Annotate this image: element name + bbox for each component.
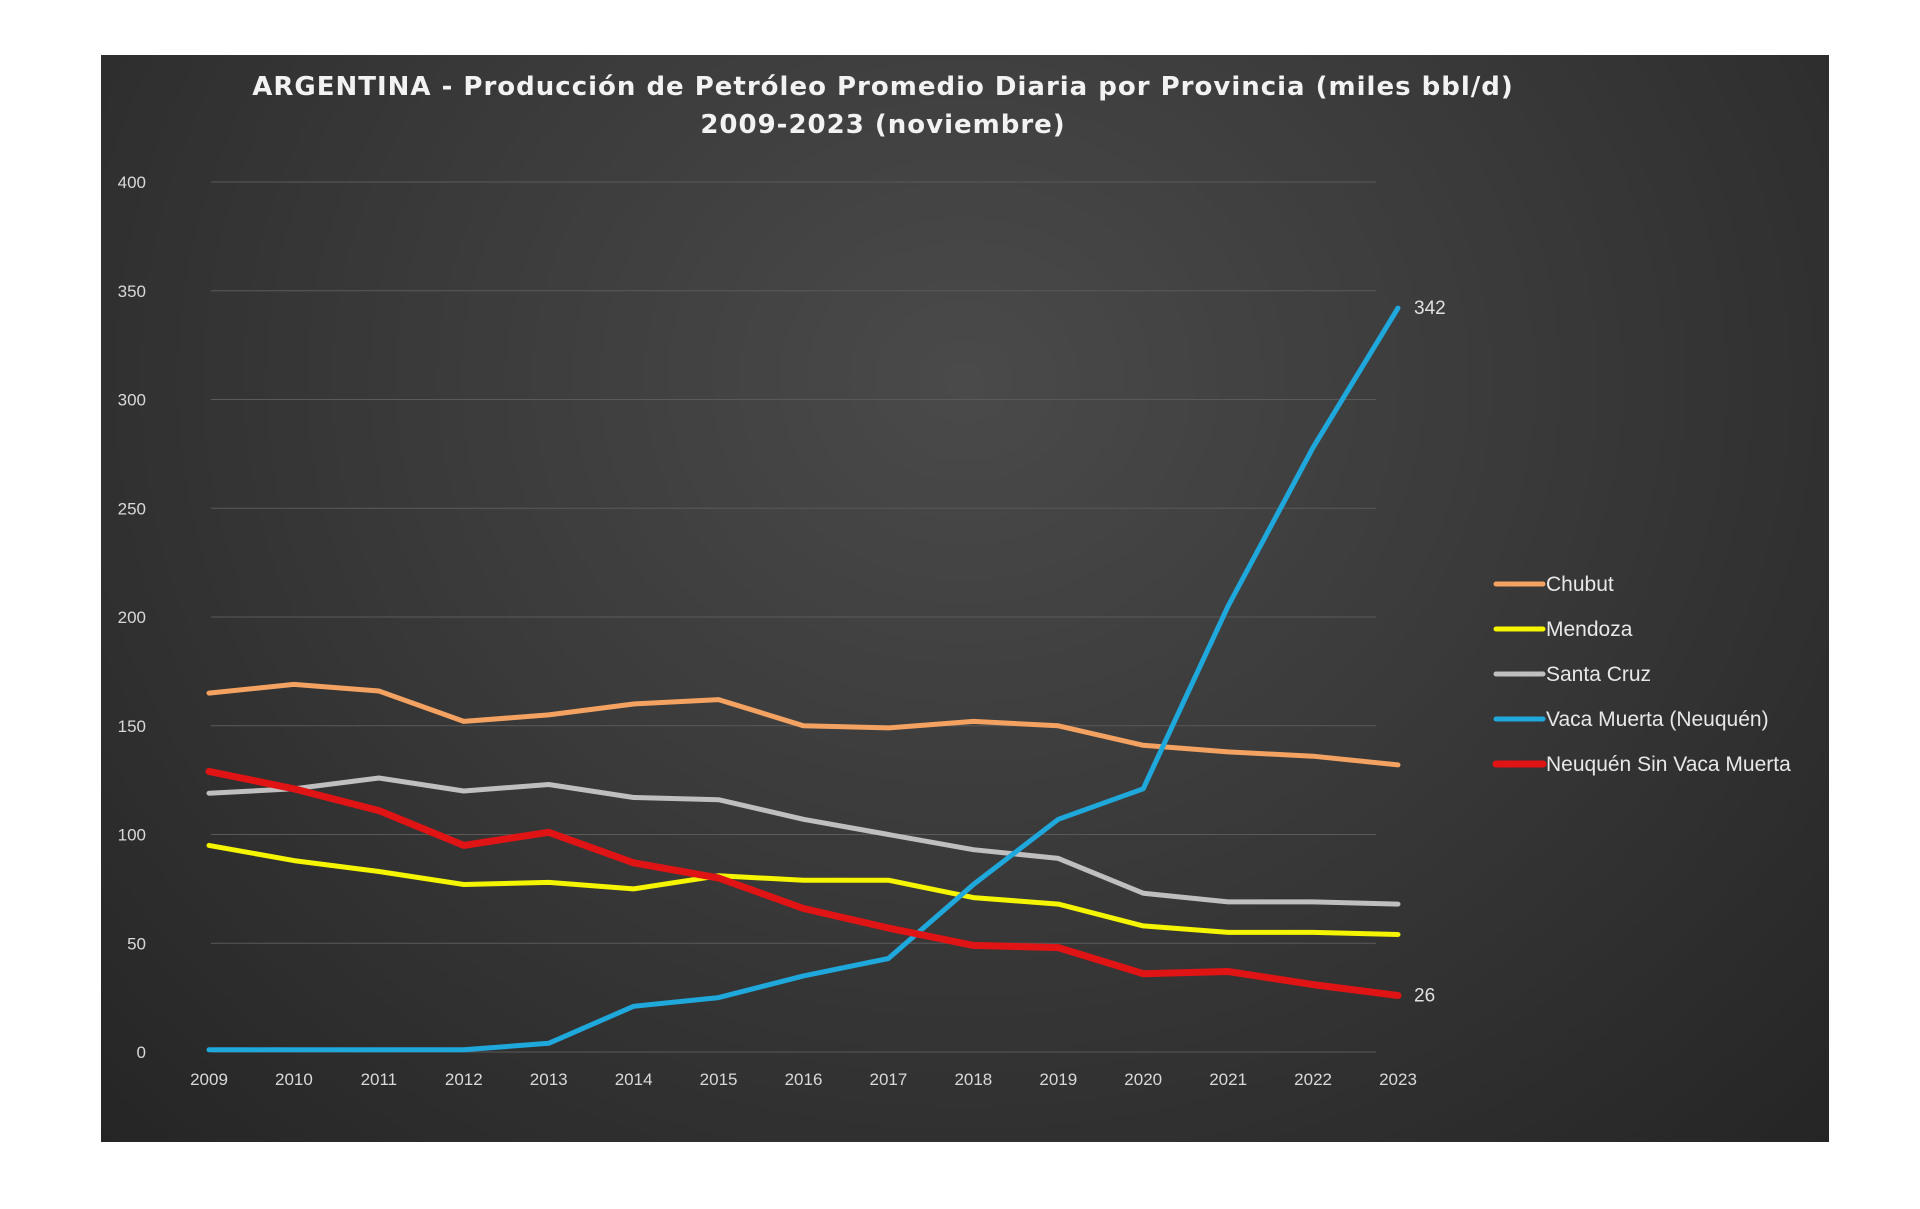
- x-tick-label: 2013: [530, 1070, 568, 1089]
- series-line-mendoza: [206, 842, 1401, 937]
- x-tick-label: 2023: [1379, 1070, 1417, 1089]
- legend-label: Neuquén Sin Vaca Muerta: [1546, 753, 1791, 776]
- legend-label: Vaca Muerta (Neuquén): [1546, 708, 1769, 731]
- data-label: 26: [1414, 985, 1435, 1006]
- series-line-neuqu-n-sin-vaca-muerta: [205, 767, 1402, 999]
- legend-label: Mendoza: [1546, 618, 1633, 641]
- y-tick-label: 100: [118, 826, 146, 845]
- legend-label: Santa Cruz: [1546, 663, 1651, 686]
- chart-subtitle: 2009-2023 (noviembre): [700, 110, 1065, 140]
- legend: Chubut Mendoza Santa Cruz Vaca Muerta (Neuq…: [1492, 573, 1791, 776]
- x-tick-label: 2009: [190, 1070, 228, 1089]
- x-tick-label: 2015: [700, 1070, 738, 1089]
- chart-title: ARGENTINA - Producción de Petróleo Prome…: [252, 72, 1514, 102]
- x-tick-label: 2017: [870, 1070, 908, 1089]
- line-chart: ARGENTINA - Producción de Petróleo Prome…: [118, 72, 1791, 1089]
- x-tick-label: 2018: [954, 1070, 992, 1089]
- data-labels: 342 26: [1414, 298, 1446, 1006]
- series-line-santa-cruz: [206, 775, 1401, 907]
- grid-layer: [211, 181, 1376, 1053]
- x-tick-label: 2010: [275, 1070, 313, 1089]
- y-tick-label: 400: [118, 173, 146, 192]
- x-tick-label: 2011: [361, 1070, 398, 1089]
- series-line-chubut: [206, 681, 1401, 768]
- y-tick-label: 300: [118, 391, 146, 410]
- x-tick-label: 2020: [1124, 1070, 1162, 1089]
- x-tick-label: 2022: [1294, 1070, 1332, 1089]
- legend-label: Chubut: [1546, 573, 1614, 596]
- y-axis-ticks: 0 50 100 150 200 250 300 350 400: [118, 173, 146, 1062]
- x-tick-label: 2021: [1209, 1070, 1247, 1089]
- y-tick-label: 150: [118, 717, 146, 736]
- x-axis-ticks: 2009 2010 2011 2012 2013 2014 2015 2016 2017 2018…: [190, 1070, 1417, 1089]
- y-tick-label: 250: [118, 499, 146, 518]
- y-tick-label: 350: [118, 282, 146, 301]
- x-tick-label: 2019: [1039, 1070, 1077, 1089]
- data-label: 342: [1414, 298, 1446, 319]
- chart-panel: ARGENTINA - Producción de Petróleo Prome…: [101, 55, 1829, 1142]
- x-tick-label: 2014: [615, 1070, 653, 1089]
- y-tick-label: 200: [118, 608, 146, 627]
- y-tick-label: 0: [137, 1043, 146, 1062]
- series-line-vaca-muerta-neuqu-n: [206, 305, 1401, 1053]
- y-tick-label: 50: [127, 934, 146, 953]
- x-tick-label: 2016: [785, 1070, 823, 1089]
- x-tick-label: 2012: [445, 1070, 483, 1089]
- series-layer: [205, 305, 1402, 1053]
